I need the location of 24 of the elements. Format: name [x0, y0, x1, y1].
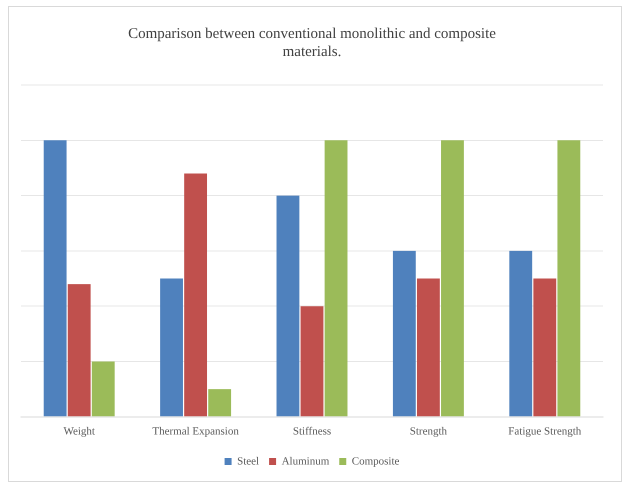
legend-label: Steel — [237, 455, 260, 468]
bar — [208, 389, 232, 416]
bar — [68, 284, 91, 416]
bar — [160, 278, 183, 416]
bar — [44, 140, 67, 416]
x-tick-label: Fatigue Strength — [508, 425, 582, 438]
bar — [392, 250, 416, 416]
bar — [300, 306, 324, 416]
bar — [324, 140, 348, 416]
legend-label: Aluminum — [282, 455, 330, 468]
bar — [533, 278, 556, 416]
bar — [416, 278, 440, 416]
x-tick-label: Stiffness — [292, 425, 332, 438]
bar — [92, 362, 115, 416]
bar — [509, 250, 532, 416]
bar — [441, 140, 464, 416]
chart-title: Comparison between conventional monolithic and composite materials. — [128, 26, 496, 60]
x-tick-label: Thermal Expansion — [152, 425, 240, 438]
legend-label: Composite — [352, 455, 400, 468]
bar — [276, 196, 300, 416]
bar — [184, 173, 208, 416]
bar — [557, 140, 580, 416]
x-tick-label: Strength — [410, 425, 448, 438]
x-tick-label: Weight — [63, 425, 95, 438]
